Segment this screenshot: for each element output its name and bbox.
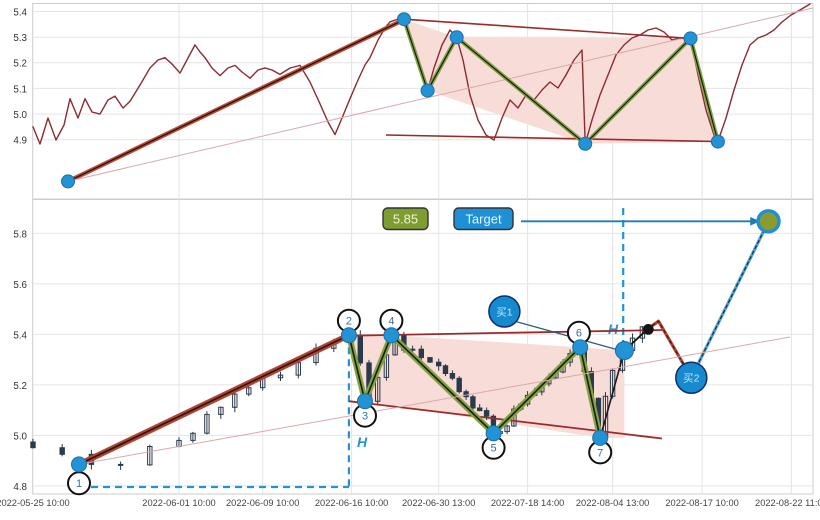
svg-text:4.8: 4.8: [13, 482, 27, 493]
svg-text:5.1: 5.1: [13, 84, 27, 95]
svg-text:4: 4: [388, 316, 394, 328]
svg-text:2: 2: [346, 316, 352, 328]
svg-text:5.2: 5.2: [13, 59, 27, 70]
svg-text:买2: 买2: [683, 372, 699, 384]
svg-text:5.6: 5.6: [13, 280, 27, 291]
svg-text:5.2: 5.2: [13, 381, 27, 392]
svg-text:4.9: 4.9: [13, 136, 27, 147]
svg-text:2022-06-30 13:00: 2022-06-30 13:00: [402, 498, 475, 508]
svg-text:H: H: [357, 434, 368, 450]
svg-text:7: 7: [597, 447, 603, 459]
svg-text:6: 6: [576, 328, 582, 340]
svg-text:2022-06-16 10:00: 2022-06-16 10:00: [315, 498, 388, 508]
svg-text:买1: 买1: [496, 306, 512, 318]
svg-text:5.8: 5.8: [13, 229, 27, 240]
svg-text:H: H: [608, 321, 619, 337]
svg-text:5.0: 5.0: [13, 110, 27, 121]
svg-text:5.4: 5.4: [13, 330, 27, 341]
svg-text:5: 5: [491, 443, 497, 455]
svg-text:2022-08-04 13:00: 2022-08-04 13:00: [576, 498, 649, 508]
svg-text:Target: Target: [465, 211, 502, 226]
svg-text:2022-08-17 10:00: 2022-08-17 10:00: [665, 498, 738, 508]
svg-text:2022-07-18 14:00: 2022-07-18 14:00: [491, 498, 564, 508]
svg-text:1: 1: [76, 478, 82, 490]
svg-text:5.0: 5.0: [13, 431, 27, 442]
svg-text:2022-08-22 11:00: 2022-08-22 11:00: [755, 498, 820, 508]
svg-text:5.4: 5.4: [13, 8, 27, 19]
svg-text:2022-06-09 10:00: 2022-06-09 10:00: [226, 498, 299, 508]
svg-text:5.85: 5.85: [393, 211, 418, 226]
svg-text:2022-05-25 10:00: 2022-05-25 10:00: [0, 498, 70, 508]
svg-text:2022-06-01 10:00: 2022-06-01 10:00: [142, 498, 215, 508]
svg-text:5.3: 5.3: [13, 33, 27, 44]
svg-text:3: 3: [362, 411, 368, 423]
